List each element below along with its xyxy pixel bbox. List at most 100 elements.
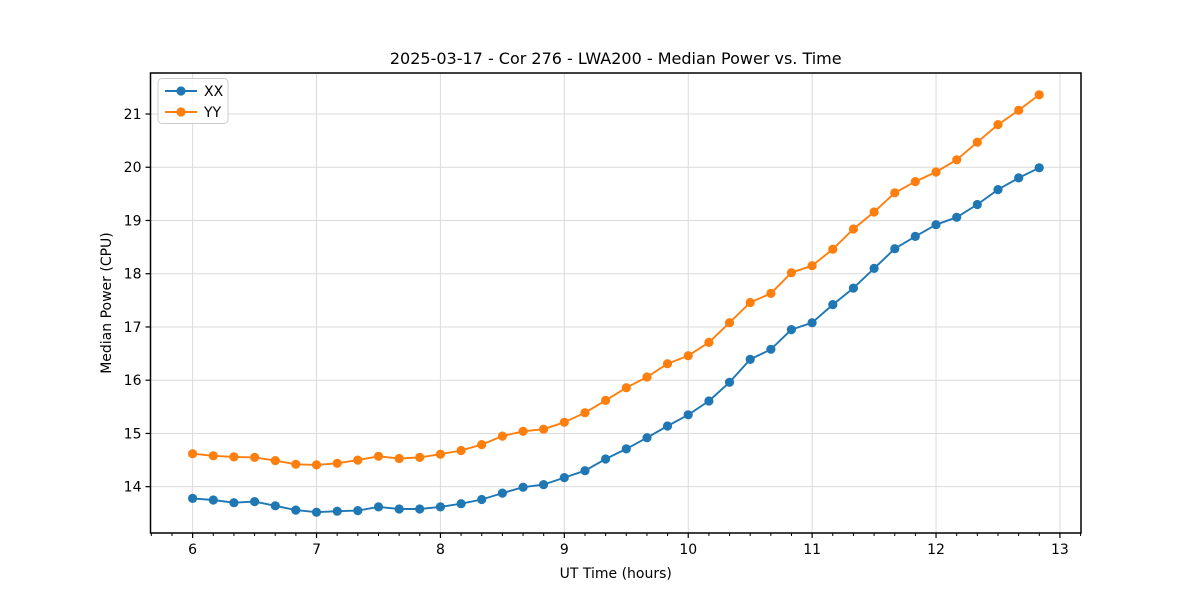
series-xx-point: [766, 344, 776, 354]
x-tick-label: 8: [436, 542, 445, 558]
legend-item-yy: YY: [165, 105, 222, 121]
series-xx-point: [353, 506, 363, 516]
series-yy-point: [890, 188, 900, 198]
grid-layer: [150, 73, 1081, 533]
series-xx-point: [910, 231, 920, 241]
series-yy-point: [456, 445, 466, 456]
series-xx-point: [621, 444, 631, 454]
series-xx-point: [828, 300, 838, 310]
x-axis-label: UT Time (hours): [560, 566, 672, 582]
plot-border: [149, 72, 1082, 534]
series-yy-point: [1034, 90, 1044, 100]
series-yy-point: [188, 449, 198, 459]
series-yy-point: [250, 452, 260, 462]
y-tick-label: 19: [124, 213, 142, 229]
series-xx-point: [291, 505, 301, 515]
series-xx-point: [332, 506, 342, 516]
series-xx-point: [642, 433, 652, 443]
x-tick-label: 9: [560, 542, 569, 558]
series-xx-point: [311, 507, 322, 517]
series-yy-point: [766, 288, 776, 298]
series-yy-line: [192, 94, 1040, 466]
series-xx-point: [456, 499, 466, 509]
y-tick-label: 21: [124, 107, 142, 123]
series-xx-point: [786, 325, 797, 335]
series-xx-line: [192, 166, 1040, 514]
series-xx-point: [807, 318, 817, 328]
series-yy-point: [311, 460, 322, 470]
series-yy-point: [704, 337, 714, 347]
series-xx-point: [497, 488, 507, 498]
series-yy-point: [683, 351, 693, 361]
series-yy-point: [931, 167, 941, 177]
series-xx-point: [704, 396, 714, 406]
series-yy-point: [662, 359, 673, 369]
series-xx-point: [601, 454, 611, 464]
series-xx-point: [724, 377, 735, 387]
series-yy-point: [972, 137, 982, 147]
series-yy-point: [477, 440, 487, 450]
series-yy-point: [1014, 105, 1024, 115]
y-tick-label: 16: [124, 373, 142, 389]
series-yy-point: [993, 120, 1003, 130]
series-xx-point: [270, 501, 280, 511]
series-yy-point: [415, 452, 425, 462]
series-xx-point: [435, 502, 445, 512]
series-xx-point: [415, 504, 425, 514]
series-yy-point: [869, 207, 879, 217]
series-yy-point: [601, 395, 611, 405]
legend-label-xx: XX: [204, 84, 224, 100]
series-yy-point: [580, 408, 590, 418]
series-xx-point: [559, 473, 569, 483]
y-tick-label: 15: [124, 426, 142, 442]
series-layer: [188, 90, 1044, 517]
series-xx-point: [745, 354, 755, 364]
legend-label-yy: YY: [203, 105, 222, 121]
series-yy-point: [848, 224, 859, 234]
series-yy-point: [559, 417, 569, 427]
legend: XX YY: [157, 78, 229, 124]
tick-layer: 6 7 8 9 10 11 12 13 14 15 16 17 18 19 20 21: [124, 107, 1082, 558]
series-xx-point: [188, 493, 198, 503]
series-yy-point: [208, 451, 218, 461]
series-yy-point: [373, 451, 384, 461]
series-xx-point: [869, 263, 879, 273]
series-xx-point: [250, 497, 260, 507]
series-xx-point: [931, 220, 941, 230]
series-xx-point: [662, 421, 673, 431]
series-yy-point: [270, 456, 280, 466]
x-tick-label: 6: [188, 542, 197, 558]
x-tick-label: 10: [679, 542, 697, 558]
series-yy-point: [518, 426, 528, 436]
series-yy-point: [786, 268, 797, 278]
series-xx-point: [972, 199, 982, 210]
legend-marker-icon-xx: [176, 86, 186, 96]
series-yy-point: [394, 453, 404, 464]
series-xx-point: [683, 410, 693, 420]
y-tick-label: 20: [124, 160, 142, 176]
y-tick-label: 18: [124, 267, 142, 283]
series-yy-point: [828, 244, 838, 254]
series-xx-point: [848, 283, 859, 293]
x-tick-label: 13: [1051, 542, 1069, 558]
series-xx-point: [394, 504, 404, 514]
series-yy-point: [539, 424, 549, 434]
series-yy-point: [621, 383, 631, 393]
series-yy-point: [724, 318, 735, 328]
series-yy-point: [435, 449, 445, 459]
y-tick-label: 17: [124, 320, 142, 336]
series-xx-point: [1014, 173, 1024, 183]
series-xx-point: [229, 498, 239, 508]
series-yy-point: [497, 431, 507, 441]
series-yy-point: [807, 261, 817, 271]
series-yy-point: [229, 452, 239, 462]
series-yy-point: [642, 372, 652, 382]
series-xx-point: [539, 480, 549, 490]
series-yy-point: [910, 177, 920, 187]
legend-marker-icon-yy: [176, 107, 186, 117]
x-tick-label: 7: [312, 542, 321, 558]
legend-item-xx: XX: [165, 84, 224, 100]
series-yy-point: [952, 155, 962, 165]
